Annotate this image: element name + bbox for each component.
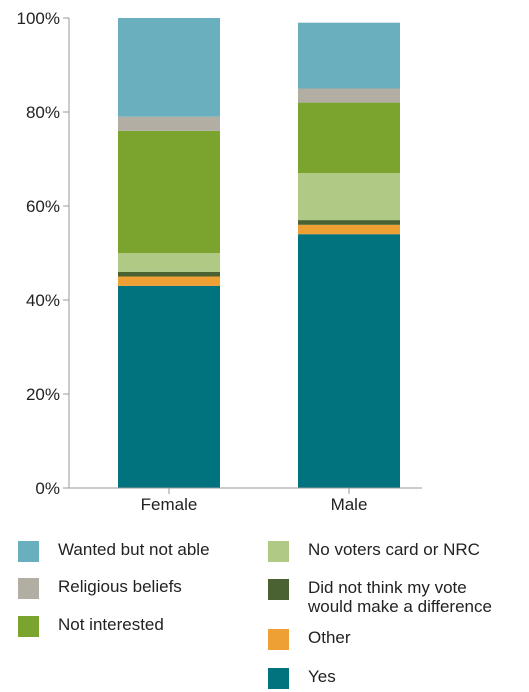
bar-segment-male-not-interested bbox=[298, 102, 400, 174]
x-tick-label-female: Female bbox=[141, 495, 198, 514]
legend-swatch-icon bbox=[268, 541, 289, 562]
legend-item-no-voters-card-or-nrc: No voters card or NRC bbox=[268, 540, 480, 562]
legend-item-wanted-but-not-able: Wanted but not able bbox=[18, 540, 210, 562]
legend-label: Yes bbox=[308, 667, 336, 686]
legend-label: Other bbox=[308, 628, 351, 647]
legend-item-religious-beliefs: Religious beliefs bbox=[18, 577, 182, 599]
legend-swatch-icon bbox=[268, 579, 289, 600]
legend-swatch-icon bbox=[268, 668, 289, 689]
stacked-bar-chart: 0% 20% 40% 60% 80% 100% Female Male bbox=[17, 9, 422, 514]
legend-label: Religious beliefs bbox=[58, 577, 182, 596]
bar-stacks bbox=[118, 18, 400, 488]
legend-item-did-not-think-my-vote-would-make-a-difference: Did not think my vote would make a diffe… bbox=[268, 578, 492, 616]
bar-segment-male-religious-beliefs bbox=[298, 88, 400, 103]
x-tick-label-male: Male bbox=[331, 495, 368, 514]
bar-segment-female-other bbox=[118, 276, 220, 286]
legend-item-yes: Yes bbox=[268, 667, 336, 689]
y-tick-label: 80% bbox=[26, 103, 60, 122]
legend-item-not-interested: Not interested bbox=[18, 615, 164, 637]
bar-segment-male-yes bbox=[298, 234, 400, 488]
legend-label: Wanted but not able bbox=[58, 540, 210, 559]
bar-segment-female-not-interested bbox=[118, 130, 220, 253]
x-axis: Female Male bbox=[69, 487, 422, 514]
y-tick-label: 100% bbox=[17, 9, 60, 28]
legend-swatch-icon bbox=[18, 541, 39, 562]
bar-segment-female-religious-beliefs bbox=[118, 116, 220, 131]
y-tick-label: 20% bbox=[26, 385, 60, 404]
bar-segment-male-no-voters-card-or-nrc bbox=[298, 173, 400, 221]
bar-segment-male-wanted-but-not-able bbox=[298, 22, 400, 89]
legend-label: Not interested bbox=[58, 615, 164, 634]
bar-segment-female-no-voters-card-or-nrc bbox=[118, 253, 220, 272]
legend: Wanted but not able Religious beliefs No… bbox=[0, 520, 529, 692]
legend-item-other: Other bbox=[268, 628, 351, 650]
legend-label: Did not think my vote would make a diffe… bbox=[308, 578, 492, 616]
bar-segment-male-did-not-think-my-vote-would-make-a-difference bbox=[298, 220, 400, 225]
legend-label: No voters card or NRC bbox=[308, 540, 480, 559]
legend-swatch-icon bbox=[18, 616, 39, 637]
bar-segment-female-yes bbox=[118, 285, 220, 488]
bar-segment-female-wanted-but-not-able bbox=[118, 18, 220, 117]
bar-segment-male-other bbox=[298, 224, 400, 235]
y-axis: 0% 20% 40% 60% 80% 100% bbox=[17, 9, 70, 498]
y-tick-label: 40% bbox=[26, 291, 60, 310]
legend-swatch-icon bbox=[268, 629, 289, 650]
y-tick-label: 0% bbox=[35, 479, 60, 498]
bar-segment-female-did-not-think-my-vote-would-make-a-difference bbox=[118, 271, 220, 277]
legend-swatch-icon bbox=[18, 578, 39, 599]
y-tick-label: 60% bbox=[26, 197, 60, 216]
